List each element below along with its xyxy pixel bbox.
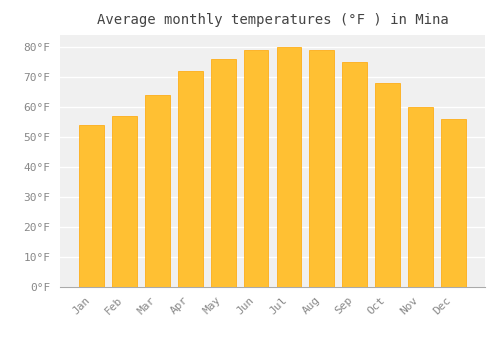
Bar <box>178 71 203 287</box>
Bar <box>112 116 137 287</box>
Title: Average monthly temperatures (°F ) in Mina: Average monthly temperatures (°F ) in Mi… <box>96 13 448 27</box>
Bar <box>244 50 268 287</box>
Bar <box>441 119 466 287</box>
Bar <box>310 50 334 287</box>
Bar <box>211 59 236 287</box>
Bar <box>145 95 170 287</box>
Bar <box>408 107 433 287</box>
Bar <box>276 47 301 287</box>
Bar <box>342 62 367 287</box>
Bar <box>80 125 104 287</box>
Bar <box>376 83 400 287</box>
